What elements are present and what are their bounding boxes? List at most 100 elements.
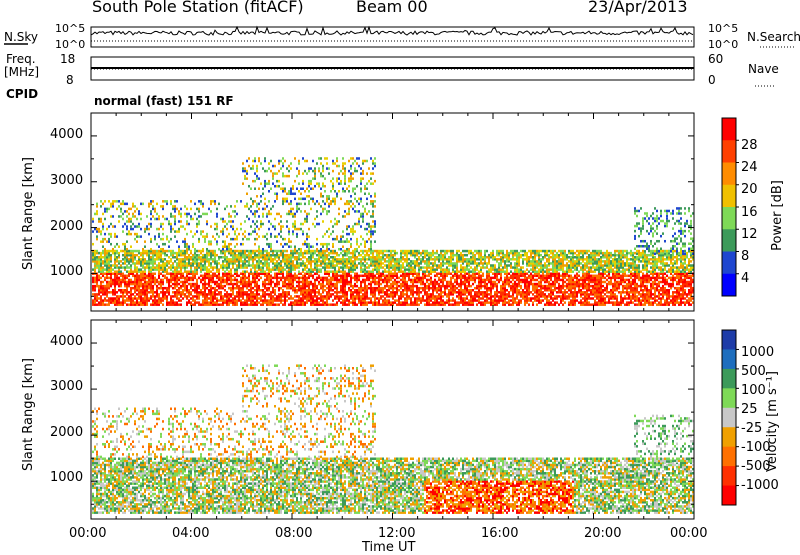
power-echo bbox=[182, 289, 184, 292]
power-echo bbox=[198, 250, 200, 253]
power-echo bbox=[348, 203, 350, 206]
power-echo bbox=[306, 213, 308, 216]
power-echo bbox=[102, 240, 104, 243]
power-echo bbox=[250, 210, 252, 213]
power-echo bbox=[358, 287, 360, 290]
power-echo bbox=[288, 175, 290, 178]
power-echo bbox=[452, 303, 454, 306]
power-echo bbox=[184, 293, 186, 296]
power-echo bbox=[368, 270, 370, 273]
power-echo bbox=[104, 303, 106, 306]
power-echo bbox=[190, 291, 192, 294]
power-echo bbox=[290, 203, 292, 206]
power-echo bbox=[180, 303, 182, 306]
power-echo bbox=[356, 285, 358, 288]
power-echo bbox=[204, 240, 206, 243]
power-echo bbox=[238, 281, 240, 284]
power-echo bbox=[246, 264, 248, 267]
power-echo bbox=[216, 208, 218, 211]
power-echo bbox=[340, 301, 342, 304]
power-echo bbox=[290, 200, 292, 203]
power-echo bbox=[146, 225, 148, 228]
power-echo bbox=[462, 254, 464, 257]
power-echo bbox=[330, 260, 332, 263]
power-echo bbox=[452, 283, 454, 286]
power-echo bbox=[354, 170, 356, 173]
power-echo bbox=[296, 187, 298, 190]
power-echo bbox=[324, 277, 326, 280]
power-echo bbox=[254, 230, 256, 233]
power-echo bbox=[302, 260, 304, 263]
power-echo bbox=[370, 177, 372, 180]
power-echo bbox=[290, 240, 292, 243]
power-echo bbox=[268, 213, 270, 216]
power-echo bbox=[140, 252, 142, 255]
power-echo bbox=[302, 180, 304, 183]
power-echo bbox=[402, 301, 404, 304]
power-echo bbox=[234, 287, 236, 290]
power-echo bbox=[126, 220, 128, 223]
power-echo bbox=[178, 283, 180, 286]
power-echo bbox=[176, 301, 178, 304]
power-echo bbox=[240, 228, 242, 231]
power-echo bbox=[140, 235, 142, 238]
power-echo bbox=[136, 254, 138, 257]
power-echo bbox=[352, 277, 354, 280]
power-echo bbox=[344, 175, 346, 178]
power-echo bbox=[118, 200, 120, 203]
power-echo bbox=[338, 295, 340, 298]
power-echo bbox=[300, 281, 302, 284]
power-echo bbox=[282, 266, 284, 269]
power-echo bbox=[202, 230, 204, 233]
power-echo bbox=[390, 291, 392, 294]
power-echo bbox=[330, 256, 332, 259]
power-echo bbox=[206, 223, 208, 226]
power-echo bbox=[288, 213, 290, 216]
power-echo bbox=[334, 295, 336, 298]
power-echo bbox=[180, 258, 182, 261]
power-echo bbox=[340, 258, 342, 261]
power-echo bbox=[362, 220, 364, 223]
power-echo bbox=[310, 281, 312, 284]
power-echo bbox=[202, 264, 204, 267]
power-echo bbox=[432, 258, 434, 261]
power-echo bbox=[200, 215, 202, 218]
power-echo bbox=[128, 208, 130, 211]
power-echo bbox=[182, 240, 184, 243]
power-echo bbox=[124, 245, 126, 248]
power-echo bbox=[340, 248, 342, 251]
power-echo bbox=[348, 208, 350, 211]
power-echo bbox=[96, 203, 98, 206]
power-echo bbox=[326, 198, 328, 201]
power-echo bbox=[374, 162, 376, 165]
power-echo bbox=[448, 268, 450, 271]
power-echo bbox=[170, 295, 172, 298]
power-echo bbox=[268, 228, 270, 231]
power-echo bbox=[260, 200, 262, 203]
power-echo bbox=[364, 254, 366, 257]
power-echo bbox=[348, 287, 350, 290]
power-echo bbox=[386, 289, 388, 292]
power-echo bbox=[354, 295, 356, 298]
power-echo bbox=[408, 303, 410, 306]
power-echo bbox=[142, 203, 144, 206]
power-echo bbox=[110, 250, 112, 253]
power-echo bbox=[286, 175, 288, 178]
power-echo bbox=[462, 297, 464, 300]
power-echo bbox=[138, 210, 140, 213]
power-echo bbox=[310, 180, 312, 183]
power-echo bbox=[386, 270, 388, 273]
power-echo bbox=[358, 165, 360, 168]
power-echo bbox=[226, 248, 228, 251]
power-echo bbox=[116, 291, 118, 294]
power-echo bbox=[376, 250, 378, 253]
power-echo bbox=[276, 303, 278, 306]
power-echo bbox=[366, 182, 368, 185]
power-echo bbox=[298, 277, 300, 280]
power-echo bbox=[382, 270, 384, 273]
power-echo bbox=[270, 170, 272, 173]
power-echo bbox=[366, 228, 368, 231]
power-echo bbox=[346, 225, 348, 228]
power-echo bbox=[438, 254, 440, 257]
power-echo bbox=[350, 177, 352, 180]
